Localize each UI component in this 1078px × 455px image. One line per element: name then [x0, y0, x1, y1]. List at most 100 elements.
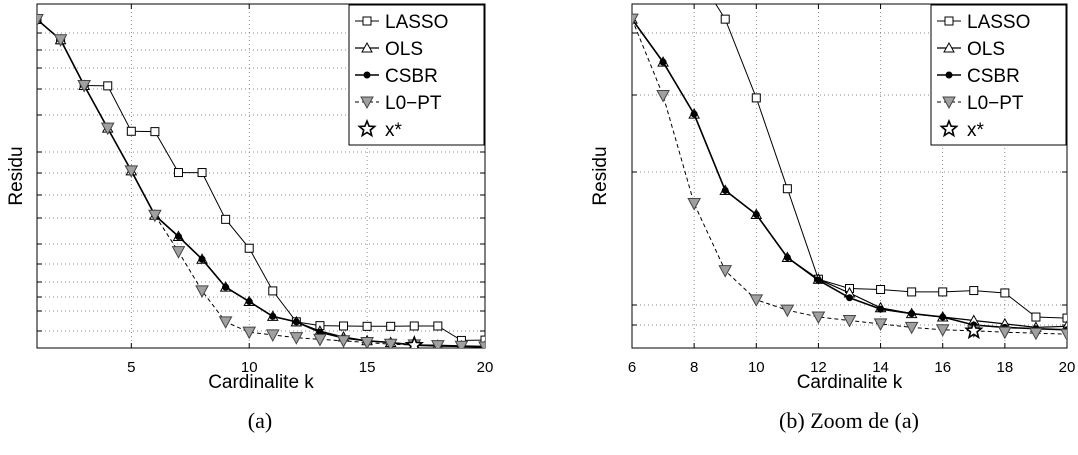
data-point — [907, 287, 917, 297]
plot-series-group — [632, 4, 1067, 342]
legend-label: OLS — [967, 39, 1005, 60]
data-point — [842, 314, 857, 328]
x-tick-label: 20 — [1059, 359, 1076, 376]
data-point — [908, 310, 916, 318]
data-point — [720, 14, 730, 24]
data-point — [103, 81, 113, 91]
legend-marker — [361, 41, 373, 53]
x-tick-label: 16 — [934, 359, 951, 376]
data-point — [148, 209, 162, 223]
data-point — [687, 198, 701, 211]
data-point — [386, 321, 396, 331]
legend-item: LASSO — [355, 12, 448, 33]
data-point — [268, 286, 278, 296]
data-point — [1029, 327, 1043, 341]
data-point — [964, 320, 984, 340]
data-point — [313, 333, 327, 347]
x-tick-label: 8 — [690, 359, 698, 376]
x-axis-label: Cardinalite k — [208, 372, 314, 393]
legend-label: x* — [967, 120, 985, 141]
data-point — [53, 34, 68, 47]
data-point — [454, 340, 469, 348]
data-point — [430, 340, 445, 348]
series-l0-pt — [632, 13, 1067, 342]
legend-label: OLS — [385, 39, 423, 60]
data-point — [195, 285, 209, 298]
data-point — [433, 321, 443, 331]
data-point — [124, 165, 139, 178]
data-point — [150, 127, 160, 137]
data-point — [244, 243, 254, 253]
x-tick-label: 5 — [127, 359, 135, 376]
legend-label: L0−PT — [385, 93, 442, 114]
data-point — [752, 211, 760, 219]
legend-item: CSBR — [937, 66, 1020, 87]
legend-label: CSBR — [967, 66, 1020, 87]
chart-panel-1: 5 10 15 20 Cardinalite k Residu (a) LASSO OLS CSB… — [6, 3, 493, 433]
x-tick-label: 6 — [628, 359, 636, 376]
legend-label: LASSO — [967, 12, 1030, 33]
x-tick-label: 18 — [997, 359, 1014, 376]
data-point — [171, 246, 186, 259]
legend-marker — [942, 96, 956, 110]
data-point — [221, 214, 231, 224]
data-point — [245, 298, 253, 306]
data-point — [782, 184, 792, 194]
legend-label: CSBR — [385, 66, 438, 87]
axes-frame — [36, 3, 486, 349]
legend-marker — [363, 71, 371, 79]
data-point — [1062, 313, 1067, 323]
data-point — [269, 312, 277, 320]
data-point — [876, 285, 886, 295]
data-point — [198, 255, 206, 263]
legend: LASSO OLS CSBR L0−PT x* — [348, 4, 485, 146]
legend-marker — [944, 16, 954, 26]
series-l0-pt — [37, 13, 485, 348]
data-point — [939, 313, 947, 321]
data-point — [718, 265, 733, 278]
legend-label: L0−PT — [967, 93, 1024, 114]
data-point — [77, 80, 92, 93]
data-point — [478, 341, 485, 348]
chart-panel-2: 6 8 10 12 14 16 18 20 Cardinalite k Residu (b) Zoo… — [590, 3, 1076, 433]
data-point — [938, 287, 948, 297]
legend-marker — [360, 96, 374, 110]
data-point — [969, 286, 979, 296]
x-tick-label: 12 — [810, 359, 827, 376]
legend-item: L0−PT — [937, 93, 1024, 114]
y-axis-label: Residu — [6, 146, 27, 205]
data-point — [37, 13, 44, 27]
data-point — [656, 90, 670, 103]
legend-item: CSBR — [355, 66, 438, 87]
data-point — [218, 316, 233, 329]
legend-label: x* — [385, 120, 403, 141]
legend-item: L0−PT — [355, 93, 442, 114]
data-point — [409, 321, 419, 331]
data-point — [1031, 312, 1041, 322]
data-point — [780, 304, 795, 318]
data-point — [1060, 328, 1067, 342]
data-point — [811, 311, 826, 325]
legend-item: OLS — [355, 39, 423, 60]
figure-caption: (b) Zoom de (a) — [779, 408, 919, 433]
data-point — [360, 336, 374, 348]
plot-series-group — [37, 13, 485, 348]
data-point — [292, 318, 300, 326]
data-point — [222, 283, 230, 291]
data-point — [1000, 288, 1010, 298]
data-point — [174, 233, 182, 241]
data-point — [362, 321, 372, 331]
data-point — [659, 58, 667, 66]
legend-marker — [357, 118, 377, 138]
legend-marker — [945, 71, 953, 79]
x-tick-label: 15 — [359, 359, 376, 376]
data-point — [404, 335, 424, 348]
legend-marker — [943, 41, 955, 53]
data-point — [242, 326, 257, 340]
data-point — [751, 93, 761, 103]
legend-item: LASSO — [937, 12, 1030, 33]
data-point — [339, 321, 349, 331]
figure-caption: (a) — [248, 408, 272, 433]
legend-item: OLS — [937, 39, 1005, 60]
data-point — [480, 335, 485, 345]
